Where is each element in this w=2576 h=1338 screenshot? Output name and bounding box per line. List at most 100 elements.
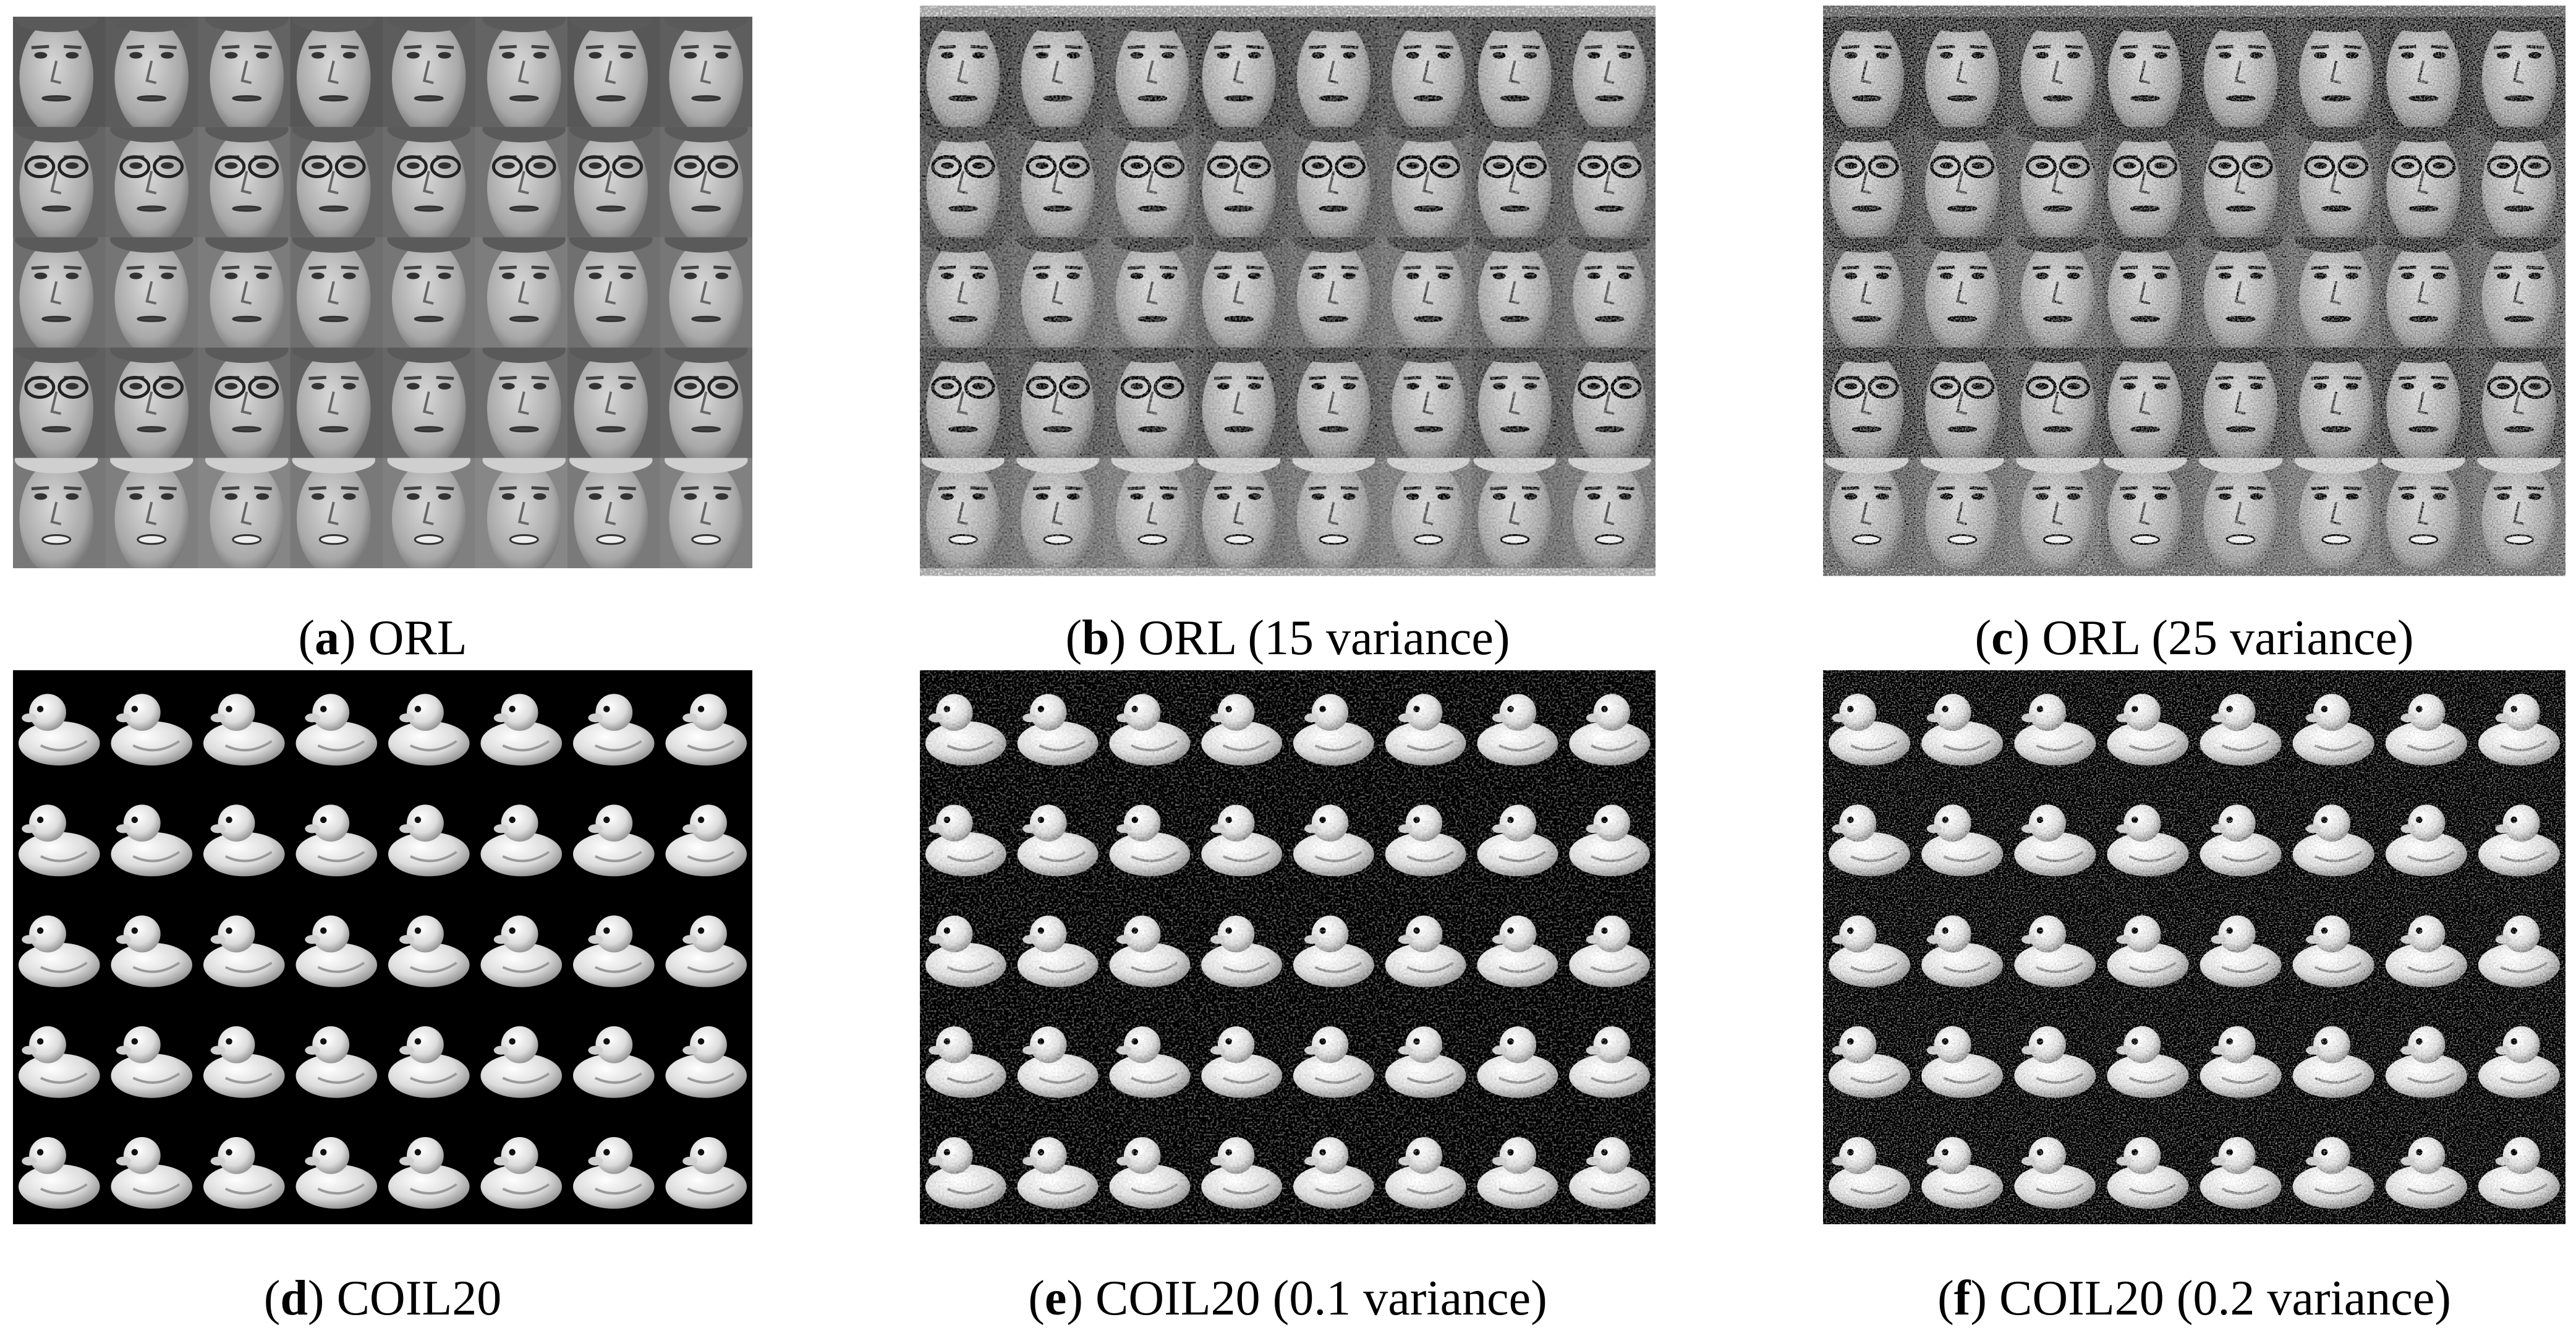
- hair: [1387, 127, 1470, 143]
- face: [296, 351, 371, 458]
- tile: [290, 17, 383, 127]
- duck-body: [925, 832, 1006, 877]
- duck-body: [1569, 1164, 1651, 1209]
- face: [487, 20, 561, 127]
- nose: [327, 171, 339, 195]
- face: [1296, 461, 1371, 568]
- brow: [2344, 45, 2361, 49]
- eye: [2401, 162, 2415, 169]
- face: [1392, 130, 1466, 237]
- duck-eye: [131, 1149, 138, 1156]
- eye: [2496, 493, 2510, 500]
- glasses: [2391, 155, 2423, 179]
- face: [1296, 241, 1371, 348]
- eye: [2218, 272, 2232, 279]
- eye: [972, 162, 985, 169]
- duck-eye: [943, 705, 951, 712]
- glasses: [1154, 375, 1184, 399]
- tile: [572, 1026, 655, 1098]
- face: [1925, 351, 2000, 458]
- glasses: [1120, 375, 1152, 399]
- hair: [1016, 127, 1100, 143]
- hair: [1016, 237, 1100, 253]
- brow: [1617, 486, 1634, 491]
- hair: [2199, 17, 2283, 32]
- tile: [567, 127, 660, 237]
- duck-wing: [1223, 1072, 1270, 1084]
- eye: [1524, 162, 1537, 169]
- duck-beak: [1022, 1046, 1037, 1055]
- eye: [2122, 52, 2136, 59]
- duck-beak: [929, 713, 943, 723]
- duck-head: [1934, 915, 1971, 953]
- duck-wing: [2221, 961, 2269, 973]
- tile: [1288, 127, 1380, 237]
- mouth: [2225, 426, 2256, 433]
- face: [1829, 351, 1904, 458]
- duck-eye: [943, 1038, 951, 1045]
- tile: [480, 1136, 563, 1209]
- mouth: [414, 315, 444, 322]
- nose: [145, 60, 157, 84]
- tile: [388, 694, 470, 766]
- glasses: [1963, 375, 1995, 399]
- duck-body: [665, 1054, 747, 1098]
- hair: [482, 347, 566, 364]
- tile: [18, 694, 100, 766]
- mouth: [2321, 205, 2352, 212]
- eye: [1067, 383, 1080, 390]
- face: [574, 351, 648, 458]
- mouth: [2225, 205, 2256, 212]
- eye: [1343, 493, 1356, 500]
- nose: [2139, 60, 2150, 84]
- nose: [327, 281, 339, 305]
- duck-beak: [2400, 824, 2416, 833]
- nose: [240, 391, 252, 415]
- duck-body: [665, 942, 747, 987]
- duck-body: [2014, 832, 2096, 877]
- duck-head: [1029, 694, 1067, 731]
- eye: [2035, 383, 2049, 390]
- tile: [2101, 17, 2195, 127]
- tile: [572, 1136, 655, 1209]
- hair: [2199, 347, 2283, 364]
- duck-beak: [210, 713, 226, 723]
- brow: [1490, 375, 1508, 380]
- duck-wing: [132, 851, 181, 863]
- mouth: [318, 205, 349, 212]
- face: [391, 241, 466, 348]
- eye: [161, 272, 174, 279]
- caption-letter: e: [1044, 1271, 1067, 1326]
- mouth: [1947, 95, 1978, 102]
- duck-head: [1123, 1026, 1161, 1063]
- mouth: [2043, 95, 2073, 102]
- brow: [2311, 375, 2329, 380]
- tile: [2009, 458, 2102, 568]
- hair: [292, 17, 376, 32]
- duck-beak: [305, 1156, 320, 1166]
- mouth: [137, 426, 167, 433]
- face: [210, 20, 284, 127]
- brow: [1584, 265, 1602, 270]
- caption-letter: c: [1991, 611, 2013, 665]
- nose: [2513, 281, 2524, 305]
- mouth: [137, 95, 167, 102]
- nose: [327, 391, 339, 415]
- mouth: [509, 315, 539, 322]
- tile: [1011, 347, 1104, 458]
- eye: [256, 52, 270, 59]
- tile: [1288, 458, 1380, 568]
- duck-body: [1293, 1054, 1374, 1098]
- tile: [925, 915, 1006, 987]
- mouth: [948, 534, 978, 545]
- brow: [1214, 486, 1232, 491]
- duck-beak: [210, 824, 226, 833]
- duck-wing: [2407, 851, 2455, 863]
- duck-head: [595, 1136, 633, 1174]
- duck-beak: [1926, 935, 1942, 944]
- hair: [2477, 458, 2561, 474]
- nose: [2234, 60, 2246, 84]
- duck-beak: [493, 824, 509, 833]
- eye: [129, 272, 143, 279]
- duck-head: [406, 804, 444, 842]
